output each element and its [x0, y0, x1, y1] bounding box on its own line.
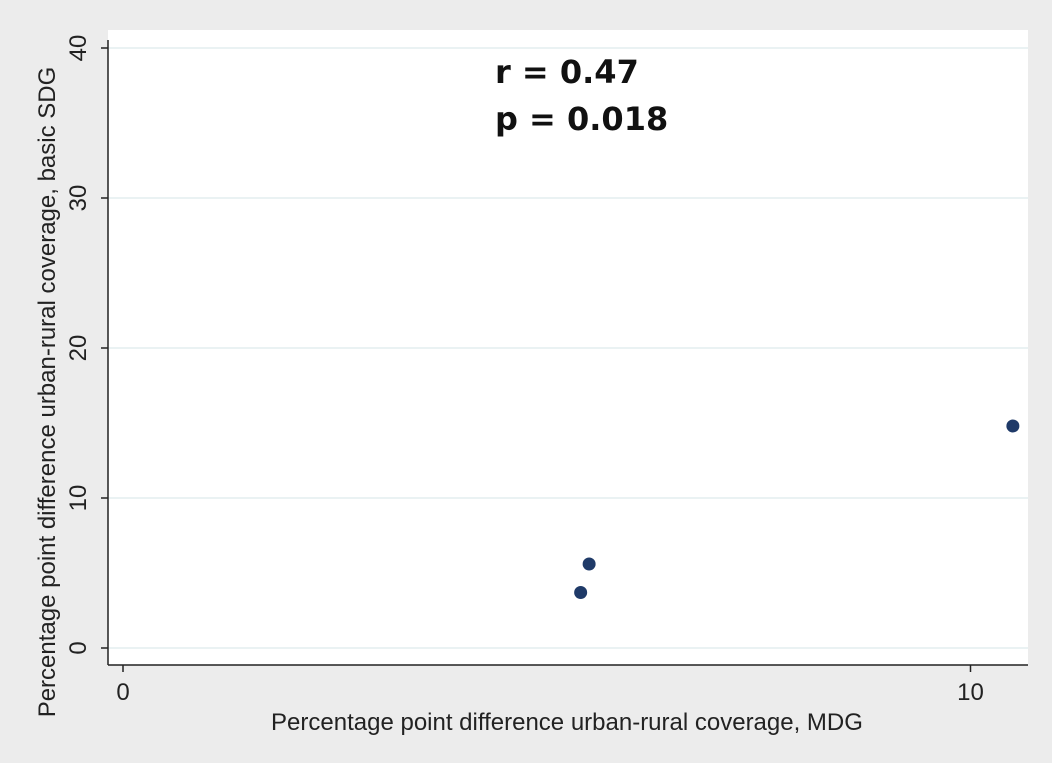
axes	[101, 40, 1028, 672]
x-tick-label-0: 0	[116, 679, 129, 706]
y-tick-label-10: 10	[65, 485, 92, 512]
annotation-p: p = 0.018	[495, 100, 668, 138]
scatter-point	[582, 557, 596, 571]
annotation-r: r = 0.47	[495, 53, 639, 91]
y-axis-title: Percentage point difference urban-rural …	[34, 67, 61, 718]
y-tick-label-20: 20	[65, 335, 92, 362]
scatter-point	[574, 586, 588, 599]
x-axis-title: Percentage point difference urban-rural …	[271, 709, 863, 736]
scatter-point	[1006, 419, 1020, 433]
y-tick-label-40: 40	[65, 35, 92, 62]
tick-labels: 010203040010203040	[65, 35, 984, 706]
y-tick-label-30: 30	[65, 185, 92, 212]
grid-lines	[108, 47, 1028, 649]
x-tick-label-10: 10	[957, 679, 984, 706]
y-tick-label-0: 0	[65, 641, 92, 654]
data-points	[574, 419, 1020, 599]
